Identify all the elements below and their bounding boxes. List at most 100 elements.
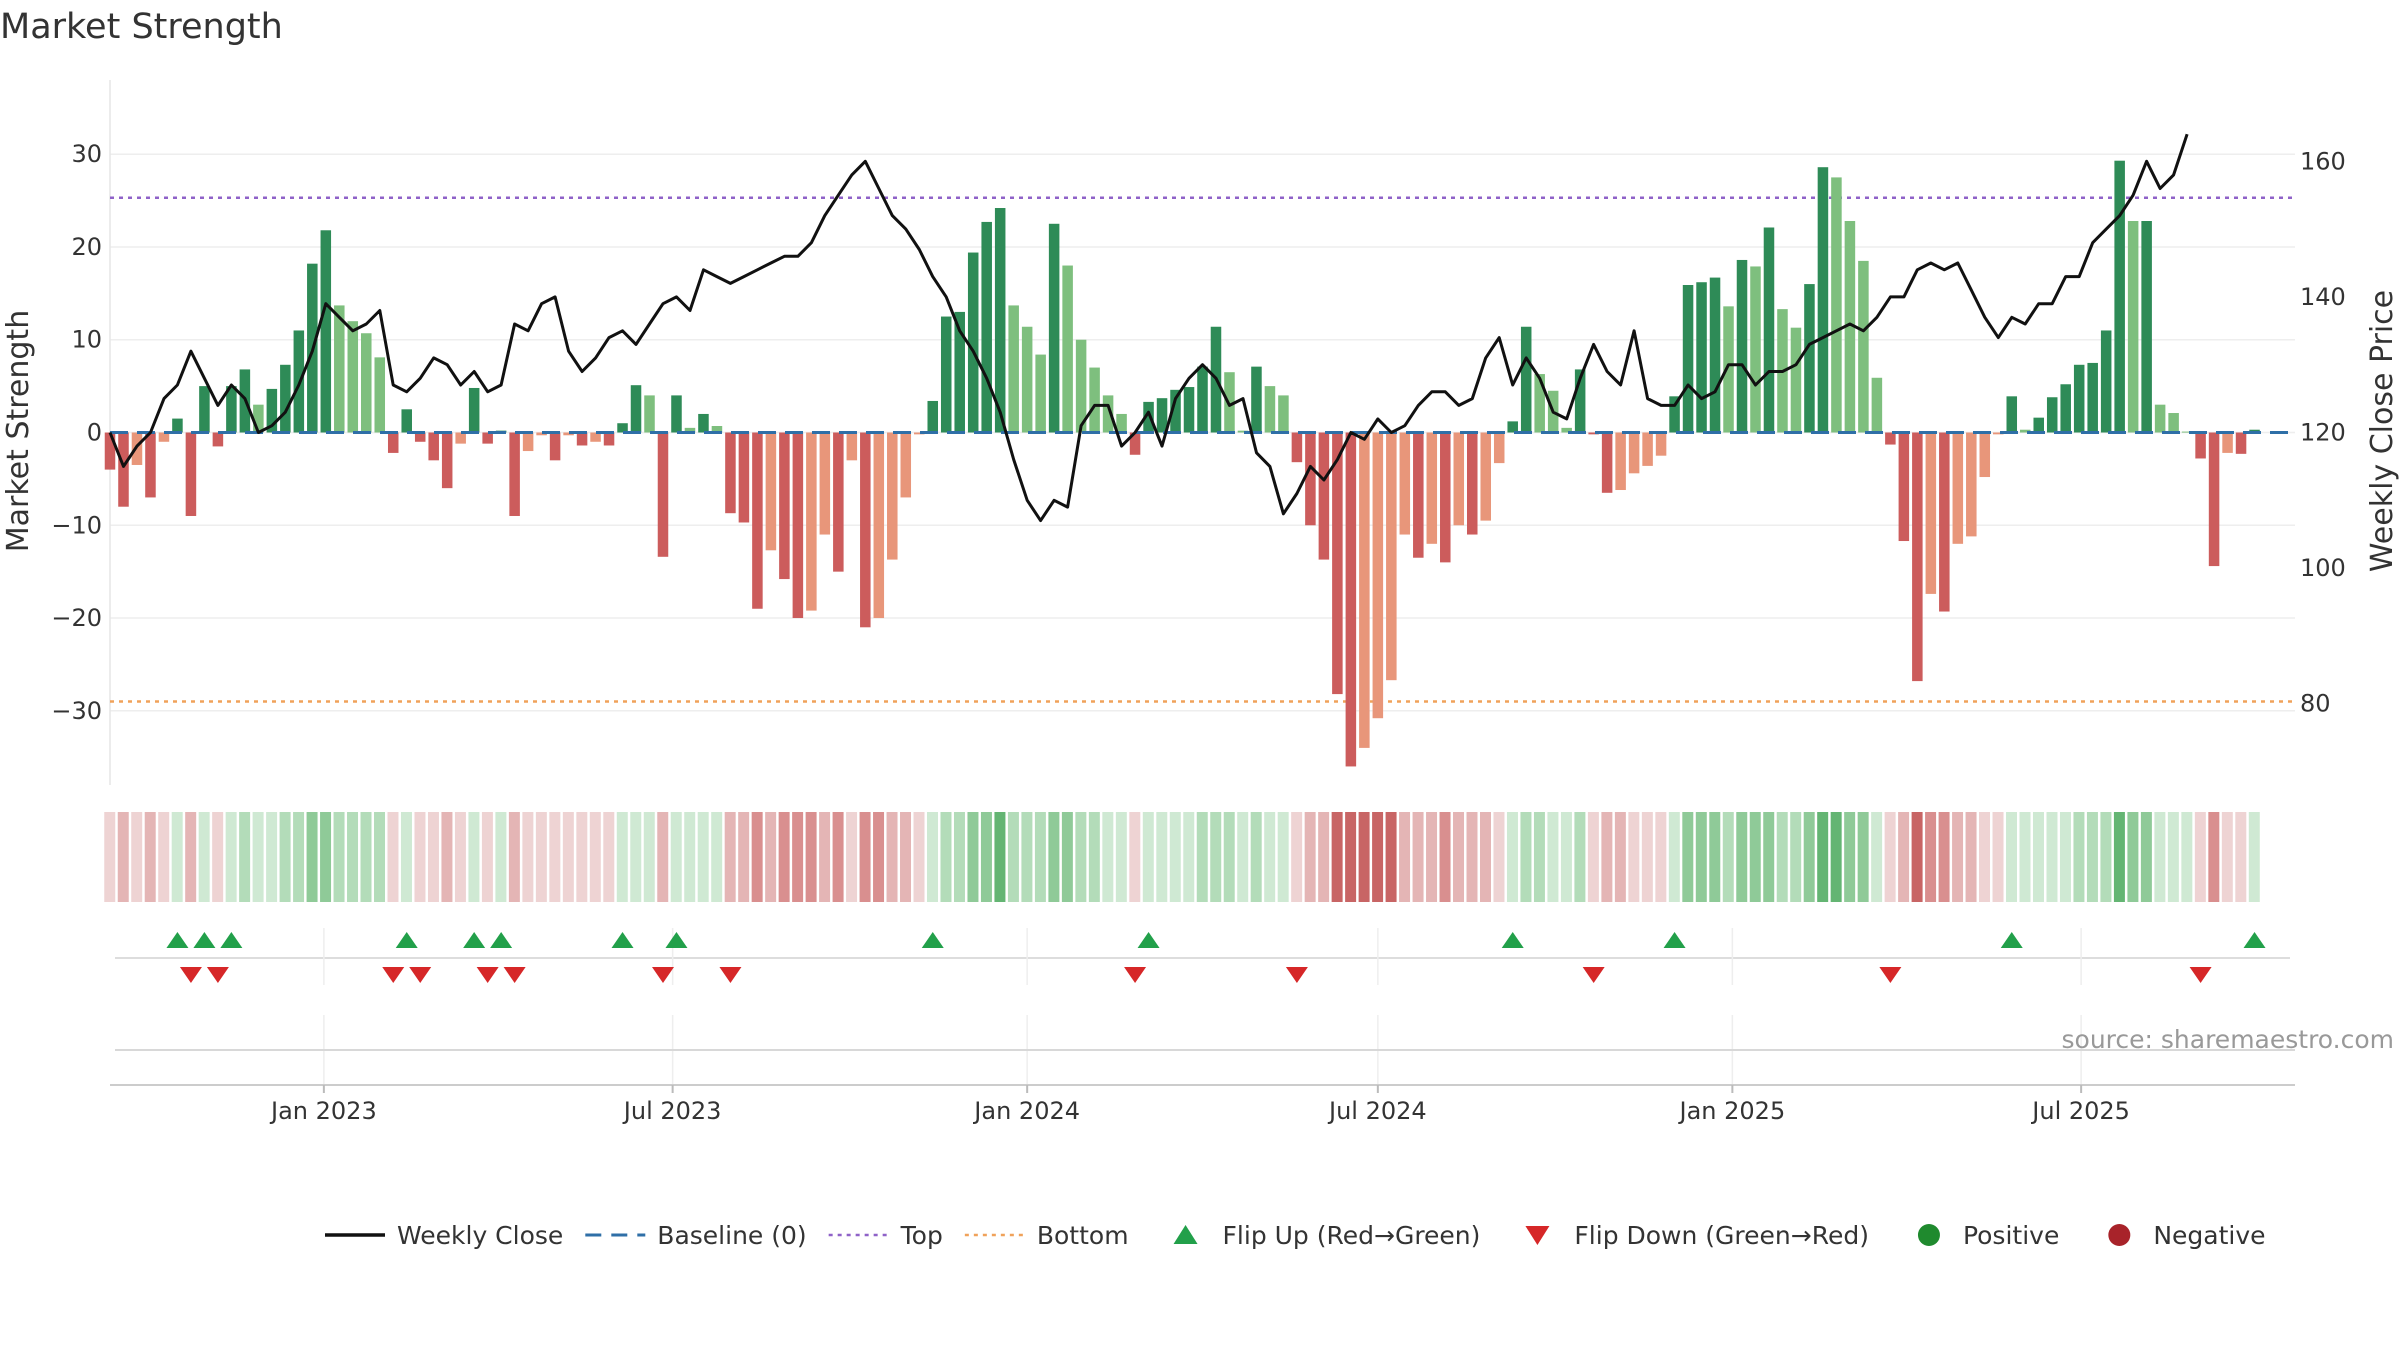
strength-strip-cell [1790,812,1802,902]
strength-bar [576,432,588,446]
strength-strip-cell [724,812,736,902]
strength-bar [1979,432,1991,478]
strength-bar [1466,432,1478,535]
strength-strip-cell [131,812,143,902]
strength-bar [1183,387,1195,433]
strength-bar [1993,432,2004,435]
strength-strip-cell [765,812,777,902]
flip-up-marker [395,932,418,948]
strength-bar [1952,432,1964,544]
strength-bar [1048,223,1060,433]
strength-strip-cell [1493,812,1505,902]
strength-bar [1143,401,1154,433]
strength-bar [1102,395,1114,433]
strength-strip-cell [1034,812,1046,902]
flip-markers-panel [115,928,2290,985]
legend-label: Flip Down (Green→Red) [1574,1221,1869,1250]
strength-strip-cell [1992,812,2004,902]
strength-strip-cell [1776,812,1788,902]
x-tick-label: Jan 2024 [972,1097,1080,1125]
left-axis-ticks: 30 20 10 0 −10 −20 −30 [51,140,102,725]
strength-strip-cell [266,812,278,902]
strength-strip-cell [1412,812,1424,902]
strength-bar [1156,398,1168,433]
strength-strip-cell [913,812,925,902]
strength-strip-cell [441,812,453,902]
strength-bar [2033,417,2044,433]
strength-strip-cell [1614,812,1626,902]
strength-bar [833,432,844,572]
strength-strip-cell [279,812,291,902]
strength-bar [684,427,696,433]
strength-strip-cell [360,812,372,902]
strength-strip-cell [2140,812,2152,902]
strength-bar [441,432,453,489]
strength-strip-cell [1871,812,1883,902]
strength-bar [361,333,372,433]
strength-bar [738,432,750,523]
strength-strip-cell [1291,812,1303,902]
strength-bar [1669,396,1680,433]
flip-up-marker [1501,932,1524,948]
flip-down-marker [409,967,432,983]
strength-strip-cell [1979,812,1991,902]
strength-strip-cell [2248,812,2260,902]
strength-strip-cell [2194,812,2206,902]
left-tick-label: −10 [51,511,102,539]
strength-bar [1534,374,1545,433]
strength-strip-cell [2032,812,2044,902]
strength-strip-cell [454,812,466,902]
strength-bar [1696,282,1707,433]
right-tick-label: 160 [2300,147,2346,175]
strength-strip-cell [1817,812,1829,902]
strength-bar [509,432,520,516]
strength-strip-cell [2221,812,2233,902]
strength-bar [1170,389,1181,433]
strength-strip-cell [374,812,385,902]
strength-strip-cell [1803,812,1815,902]
strength-bar [765,432,777,551]
strength-bar [1332,432,1343,695]
right-tick-label: 120 [2300,419,2346,447]
legend-item: Baseline (0) [585,1221,807,1250]
left-tick-label: 10 [71,326,102,354]
strength-strip-cell [158,812,170,902]
legend-label: Baseline (0) [657,1221,806,1250]
bottom-panel [110,1015,2295,1086]
strength-bar [428,432,439,461]
strength-strip-cell [1304,812,1316,902]
strength-strip-cell [1331,812,1343,902]
strength-strip-cell [347,812,359,902]
strength-bar [1372,432,1384,719]
strength-bar [482,432,493,444]
strength-strip-cell [1061,812,1073,902]
right-axis-title: Weekly Close Price [2365,290,2400,572]
strength-strip-cell [1533,812,1545,902]
strength-strip-cell [603,812,615,902]
strength-strip-cell [1695,812,1707,902]
strength-bar [630,385,642,433]
flip-down-marker [1124,967,1147,983]
strength-strip-cell [2208,812,2220,902]
strength-bar [792,432,804,619]
chart-title: Market Strength [0,7,283,47]
strength-bar [1453,432,1465,526]
strength-bar [104,432,116,470]
legend-item: Top [828,1221,943,1250]
strength-bar [1709,277,1721,433]
strength-bar [374,357,386,433]
strength-strip-cell [1250,812,1262,902]
strength-strip-cell [387,812,399,902]
strength-strip-cell [738,812,750,902]
strength-bar [347,321,359,433]
flip-up-marker [220,932,243,948]
strength-bar [1858,260,1869,433]
strength-bar [1615,432,1626,491]
strength-bar [927,400,939,433]
strength-bar [1480,432,1492,521]
strength-bars [104,160,2260,767]
legend-label: Weekly Close [397,1221,563,1250]
strength-strip-cell [1210,812,1222,902]
strength-bar [657,432,669,557]
strength-strip-cell [1129,812,1141,902]
